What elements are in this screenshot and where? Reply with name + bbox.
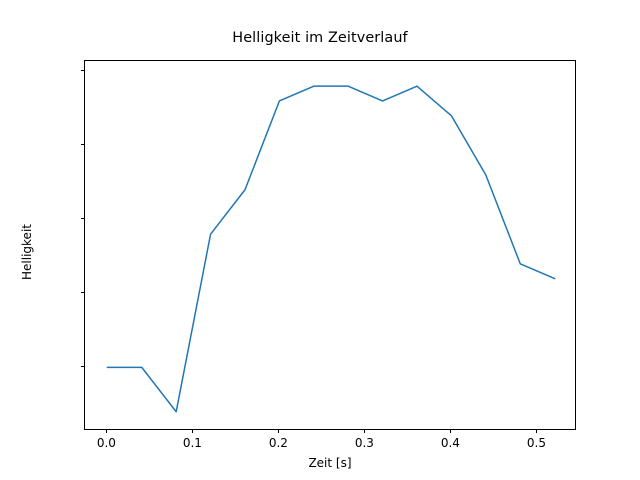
x-tick-mark	[536, 429, 538, 433]
y-tick-mark	[80, 144, 84, 146]
x-tick-label: 0.4	[440, 436, 460, 450]
line-plot-svg	[106, 85, 556, 413]
y-tick-mark	[80, 292, 84, 294]
x-tick-mark	[192, 429, 194, 433]
data-series-line	[106, 85, 556, 413]
y-tick-mark	[80, 70, 84, 72]
y-axis-label: Helligkeit	[20, 224, 34, 280]
x-tick-label: 0.2	[268, 436, 288, 450]
x-tick-label: 0.5	[526, 436, 546, 450]
x-axis-label: Zeit [s]	[308, 456, 352, 470]
x-tick-mark	[450, 429, 452, 433]
y-tick-mark	[80, 366, 84, 368]
x-tick-mark	[278, 429, 280, 433]
x-tick-label: 0.1	[182, 436, 202, 450]
x-tick-label: 0.3	[354, 436, 374, 450]
chart-title: Helligkeit im Zeitverlauf	[232, 30, 408, 46]
plot-area	[84, 60, 576, 430]
x-tick-mark	[106, 429, 108, 433]
x-tick-label: 0.0	[96, 436, 116, 450]
x-tick-mark	[364, 429, 366, 433]
y-tick-mark	[80, 218, 84, 220]
